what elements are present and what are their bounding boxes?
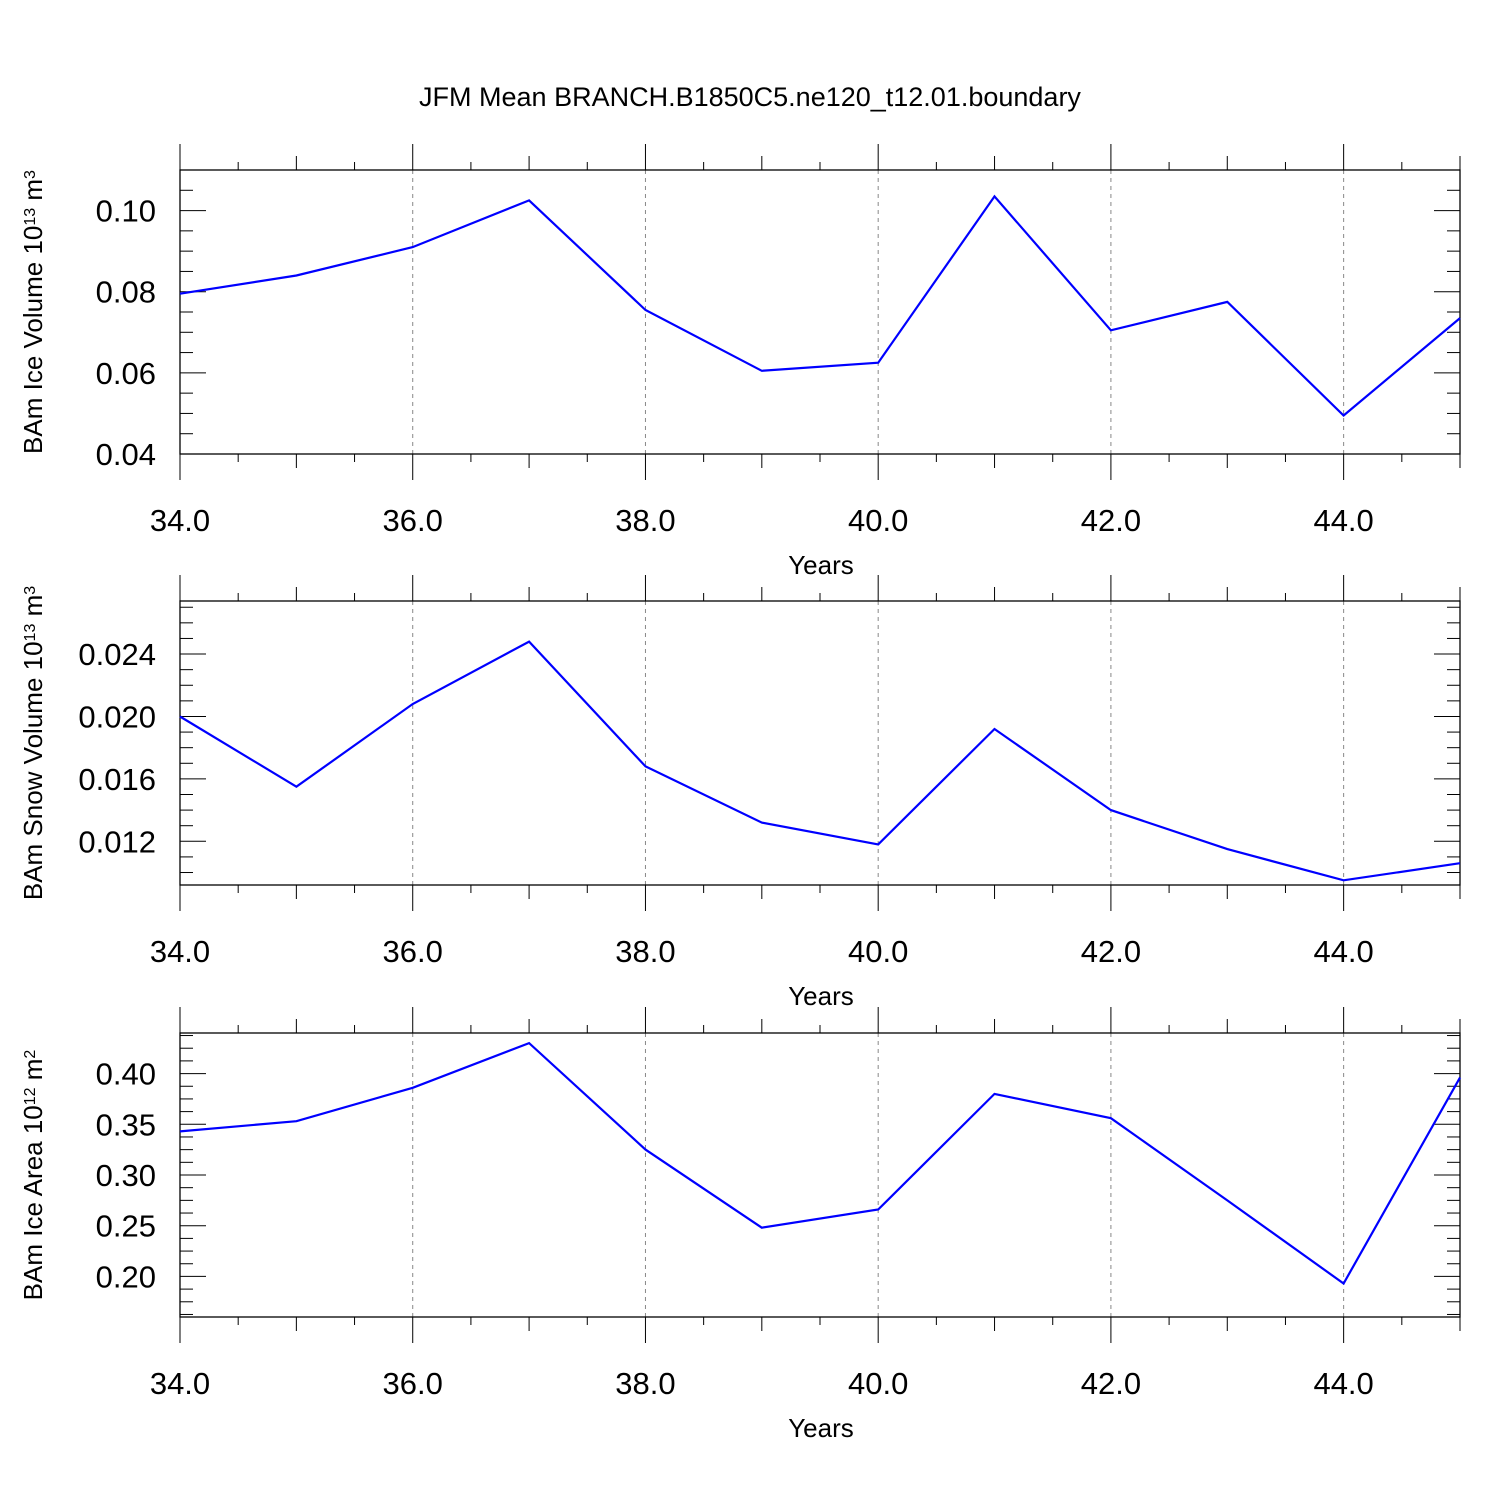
y-tick-label: 0.012 xyxy=(78,824,156,859)
x-tick-label: 34.0 xyxy=(150,1366,210,1401)
y-tick-label: 0.30 xyxy=(96,1158,156,1193)
plot-frame xyxy=(179,169,1461,455)
y-axis-label-text: m xyxy=(18,1059,48,1088)
chart-title: JFM Mean BRANCH.B1850C5.ne120_t12.01.bou… xyxy=(419,82,1081,112)
panel-3: 34.0 36.0 38.0 40.0 42.0 44.0 0.20 0.25 0.30 0.35… xyxy=(18,1007,1461,1443)
y-axis-label-superscript: 2 xyxy=(22,1050,39,1059)
y-axis-label: BAm Ice Volume 1013 m3 xyxy=(18,170,48,454)
y-tick-label: 0.08 xyxy=(96,275,156,310)
y-tick-label: 0.04 xyxy=(96,437,156,472)
y-tick-label: 0.25 xyxy=(96,1209,156,1244)
y-axis-label-superscript: 3 xyxy=(22,170,39,179)
x-tick-label: 36.0 xyxy=(383,1366,443,1401)
plot-frame xyxy=(179,1032,1461,1318)
x-tick-label: 38.0 xyxy=(615,934,675,969)
y-tick-label: 0.06 xyxy=(96,356,156,391)
x-axis-label: Years xyxy=(788,981,854,1011)
y-tick-label: 0.35 xyxy=(96,1107,156,1142)
y-tick-label: 0.020 xyxy=(78,699,156,734)
x-tick-label: 36.0 xyxy=(383,934,443,969)
y-axis-label-text: m xyxy=(18,595,48,624)
x-tick-label: 40.0 xyxy=(848,934,908,969)
x-tick-label: 34.0 xyxy=(150,934,210,969)
y-axis-label-superscript: 13 xyxy=(22,208,39,226)
x-axis-label: Years xyxy=(788,1413,854,1443)
x-tick-label: 42.0 xyxy=(1081,1366,1141,1401)
y-tick-label: 0.20 xyxy=(96,1259,156,1294)
x-tick-label: 40.0 xyxy=(848,1366,908,1401)
y-axis-label-superscript: 12 xyxy=(22,1087,39,1105)
x-tick-label: 44.0 xyxy=(1313,934,1373,969)
x-tick-label: 40.0 xyxy=(848,503,908,538)
panel-1: 34.0 36.0 38.0 40.0 42.0 44.0 0.04 0.06 0.08 0.10… xyxy=(18,144,1461,580)
series-line xyxy=(179,640,1461,882)
y-tick-label: 0.40 xyxy=(96,1057,156,1092)
y-axis-label-superscript: 3 xyxy=(22,586,39,595)
series-line xyxy=(179,194,1461,417)
x-tick-label: 34.0 xyxy=(150,503,210,538)
y-tick-label: 0.016 xyxy=(78,762,156,797)
x-tick-label: 42.0 xyxy=(1081,503,1141,538)
y-tick-label: 0.10 xyxy=(96,194,156,229)
y-axis-label: BAm Ice Area 1012 m2 xyxy=(18,1050,48,1301)
y-axis-label-text: BAm Ice Volume 10 xyxy=(18,226,48,454)
x-tick-label: 44.0 xyxy=(1313,1366,1373,1401)
y-axis-label-superscript: 13 xyxy=(22,624,39,642)
panel-2: 34.0 36.0 38.0 40.0 42.0 44.0 0.012 0.016 0.020 0… xyxy=(18,575,1461,1011)
x-tick-label: 38.0 xyxy=(615,503,675,538)
y-tick-label: 0.024 xyxy=(78,637,156,672)
x-tick-label: 44.0 xyxy=(1313,503,1373,538)
series-line xyxy=(179,1041,1461,1286)
x-axis-label: Years xyxy=(788,550,854,580)
y-axis-label-text: BAm Ice Area 10 xyxy=(18,1105,48,1300)
y-axis-label: BAm Snow Volume 1013 m3 xyxy=(18,586,48,900)
x-tick-label: 36.0 xyxy=(383,503,443,538)
y-axis-label-text: m xyxy=(18,179,48,208)
x-tick-label: 38.0 xyxy=(615,1366,675,1401)
plot-frame xyxy=(179,600,1461,886)
y-axis-label-text: BAm Snow Volume 10 xyxy=(18,641,48,900)
x-tick-label: 42.0 xyxy=(1081,934,1141,969)
